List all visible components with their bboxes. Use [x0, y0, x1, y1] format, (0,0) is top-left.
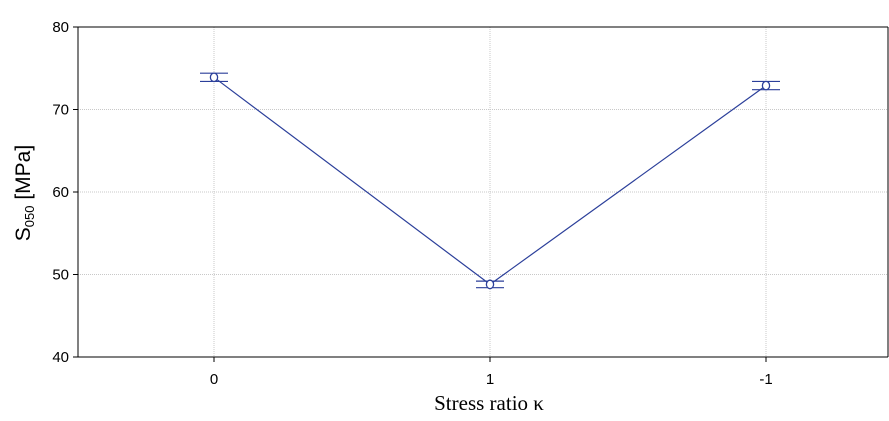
y-tick-label: 70	[52, 102, 69, 119]
y-tick-label: 40	[52, 349, 69, 366]
y-axis-label-unit: [MPa]	[12, 145, 35, 206]
y-tick-label: 60	[52, 184, 69, 201]
grid	[78, 27, 888, 357]
x-tick-label: 0	[210, 371, 218, 388]
y-tick-label: 50	[52, 267, 69, 284]
data-point	[209, 72, 219, 83]
y-axis-label: S050 [MPa]	[12, 145, 37, 241]
data-point	[761, 80, 771, 91]
data-point	[485, 279, 495, 290]
y-axis-label-main: S	[12, 227, 35, 241]
x-tick-label: 1	[486, 371, 494, 388]
x-tick-label: -1	[759, 371, 772, 388]
series	[200, 72, 780, 290]
x-axis-ticks: 0 1 -1	[210, 357, 773, 388]
y-axis-ticks: 40 50 60 70 80	[52, 19, 78, 366]
x-axis-label: Stress ratio κ	[434, 391, 544, 415]
y-tick-label: 80	[52, 19, 69, 36]
y-axis-label-subscript: 050	[22, 205, 37, 227]
